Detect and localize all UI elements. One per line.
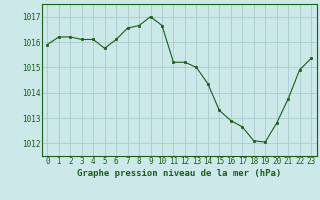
- X-axis label: Graphe pression niveau de la mer (hPa): Graphe pression niveau de la mer (hPa): [77, 169, 281, 178]
